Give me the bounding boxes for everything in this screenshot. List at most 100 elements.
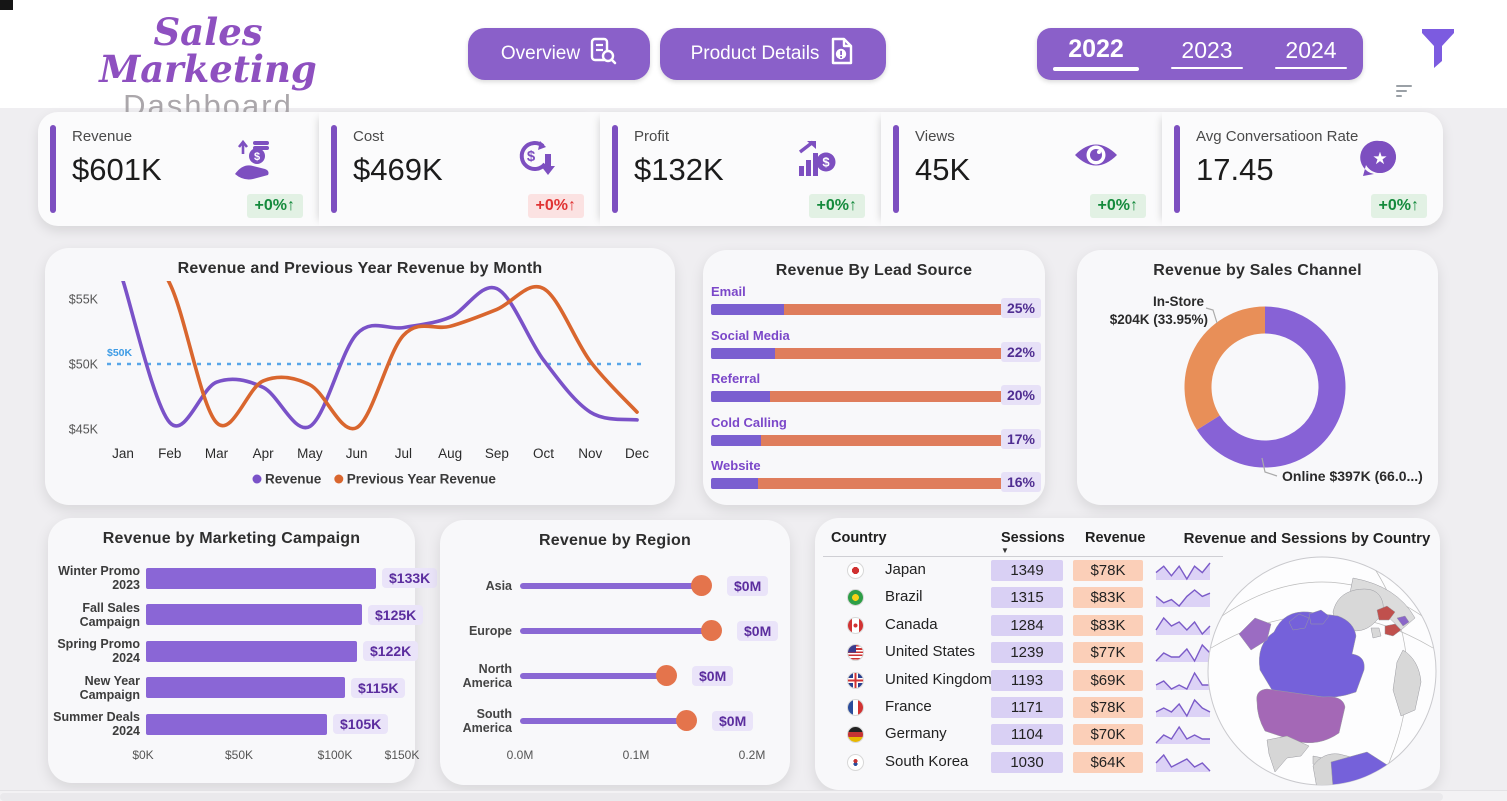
kpi-card-cost[interactable]: Cost $469K $ +0%↑ [319, 112, 600, 226]
kpi-card-revenue[interactable]: Revenue $601K $ +0%↑ [38, 112, 319, 226]
sparkline [1155, 751, 1211, 777]
campaign-value: $115K [351, 677, 406, 698]
kpi-accent-bar [1174, 125, 1180, 213]
kpi-card-profit[interactable]: Profit $132K $ +0%↑ [600, 112, 881, 226]
funnel-icon[interactable] [1418, 26, 1458, 77]
flag-icon-fr [847, 698, 864, 716]
table-row[interactable]: France 1171 $78K [823, 694, 1223, 721]
star-badge-icon: ★ [1359, 138, 1401, 185]
table-row[interactable]: United Kingdom 1193 $69K [823, 667, 1223, 694]
sparkline [1155, 586, 1211, 612]
x-axis-tick: Nov [578, 446, 602, 461]
donut-value-in-store: $204K (33.95%) [1110, 312, 1208, 327]
table-row[interactable]: Brazil 1315 $83K [823, 584, 1223, 611]
lead-source-label: Referral [711, 371, 761, 387]
kpi-card-views[interactable]: Views 45K +0%↑ [881, 112, 1162, 226]
svg-text:$: $ [254, 151, 260, 163]
x-axis-tick: $150K [384, 748, 420, 762]
donut-slice-in-store[interactable] [1184, 306, 1266, 430]
region-lollipop[interactable] [520, 620, 733, 642]
document-search-icon [590, 37, 617, 71]
table-row[interactable]: South Korea 1030 $64K [823, 749, 1223, 776]
kpi-card-avg-conversatioon-rate[interactable]: Avg Conversatioon Rate 17.45 ★ +0%↑ [1162, 112, 1443, 226]
lead-source-row: Referral 20% [711, 371, 1041, 406]
sparkline [1155, 641, 1211, 667]
kpi-value: 45K [915, 152, 971, 187]
panel-title: Revenue by Sales Channel [1153, 262, 1362, 279]
x-axis-tick: Jun [346, 446, 368, 461]
overview-button[interactable]: Overview [468, 28, 650, 80]
lead-source-value: 25% [1000, 298, 1041, 318]
filter-lines-icon[interactable] [1396, 85, 1412, 100]
lead-source-row: Email 25% [711, 284, 1041, 318]
bar-orange-segment [760, 434, 1004, 446]
sparkline [1155, 696, 1211, 722]
bar-purple-segment [711, 347, 776, 359]
region-lollipop[interactable] [520, 665, 688, 687]
x-axis-tick: 0.2M [738, 748, 766, 762]
kpi-delta-badge: +0%↑ [527, 194, 584, 218]
year-tab-2024[interactable]: 2024 [1275, 39, 1347, 69]
column-header-sessions[interactable]: Sessions [1001, 530, 1065, 546]
lollipop-dot [676, 710, 697, 731]
country-name: Brazil [885, 588, 923, 606]
year-tab-2023[interactable]: 2023 [1171, 39, 1243, 69]
flag-icon-uk [847, 671, 864, 689]
campaign-row: Fall Sales Campaign $125K [48, 601, 424, 629]
year-tab-2022[interactable]: 2022 [1053, 37, 1139, 71]
world-map[interactable] [1205, 552, 1440, 795]
x-axis-tick: Dec [625, 446, 649, 461]
country-name: South Korea [885, 752, 969, 770]
bar-orange-segment [775, 347, 1004, 359]
region-value: $0M [727, 576, 769, 596]
campaign-bar[interactable] [146, 677, 345, 699]
panel-campaign: Revenue by Marketing Campaign Winter Pro… [48, 518, 438, 783]
table-row[interactable]: United States 1239 $77K [823, 639, 1223, 666]
horizontal-scrollbar[interactable] [0, 790, 1507, 801]
x-axis-tick: $100K [317, 748, 353, 762]
x-axis-tick: Aug [438, 446, 462, 461]
callout-line [1261, 457, 1278, 477]
kpi-strip: Revenue $601K $ +0%↑ Cost $469K $ +0%↑ Profit $13… [38, 112, 1443, 226]
kpi-accent-bar [331, 125, 337, 213]
column-header-revenue[interactable]: Revenue [1085, 530, 1146, 546]
country-name: United States [885, 643, 976, 661]
country-table: Country Sessions ▼ Revenue Japan 1349 $78K Braz… [823, 526, 1223, 776]
lead-source-bar[interactable] [711, 478, 1004, 490]
series-revenue[interactable] [121, 281, 639, 430]
sparkline [1155, 559, 1211, 585]
campaign-bar[interactable] [146, 640, 357, 662]
campaign-bar[interactable] [146, 567, 376, 589]
lead-source-row: Website 16% [711, 458, 1041, 493]
lead-source-bar[interactable] [711, 304, 1004, 315]
lead-source-value: 16% [1000, 472, 1041, 493]
campaign-bar[interactable] [146, 713, 327, 735]
x-axis-tick: 0.1M [622, 748, 650, 762]
bar-purple-segment [711, 391, 770, 403]
lead-source-bar[interactable] [711, 434, 1004, 446]
table-row[interactable]: Germany 1104 $70K [823, 721, 1223, 748]
sessions-value: 1239 [991, 642, 1063, 664]
horizontal-scrollbar-thumb[interactable] [0, 793, 1443, 801]
table-row[interactable]: Canada 1284 $83K [823, 612, 1223, 639]
campaign-row: Summer Deals 2024 $105K [48, 710, 389, 738]
panel-title: Revenue By Lead Source [775, 262, 973, 279]
eye-icon [1072, 138, 1120, 177]
table-row[interactable]: Japan 1349 $78K [823, 557, 1223, 584]
campaign-value: $105K [333, 714, 389, 735]
lead-source-label: Social Media [711, 327, 790, 343]
series-previous-year-revenue[interactable] [123, 248, 639, 431]
x-axis-tick: Jan [112, 446, 134, 461]
region-lollipop[interactable] [520, 575, 723, 597]
panel-country-table-map: Country Sessions ▼ Revenue Japan 1349 $78K Braz… [815, 518, 1440, 790]
donut-slice-online[interactable] [1196, 306, 1346, 468]
lead-source-bar[interactable] [711, 347, 1004, 359]
column-header-country[interactable]: Country [831, 530, 887, 546]
lead-source-bar[interactable] [711, 391, 1004, 403]
sparkline [1155, 614, 1211, 640]
flag-icon-br [847, 589, 864, 607]
region-lollipop[interactable] [520, 710, 708, 732]
campaign-bar[interactable] [146, 604, 362, 626]
product-details-button[interactable]: Product Details [660, 28, 886, 80]
kpi-delta-badge: +0%↑ [1089, 194, 1146, 218]
